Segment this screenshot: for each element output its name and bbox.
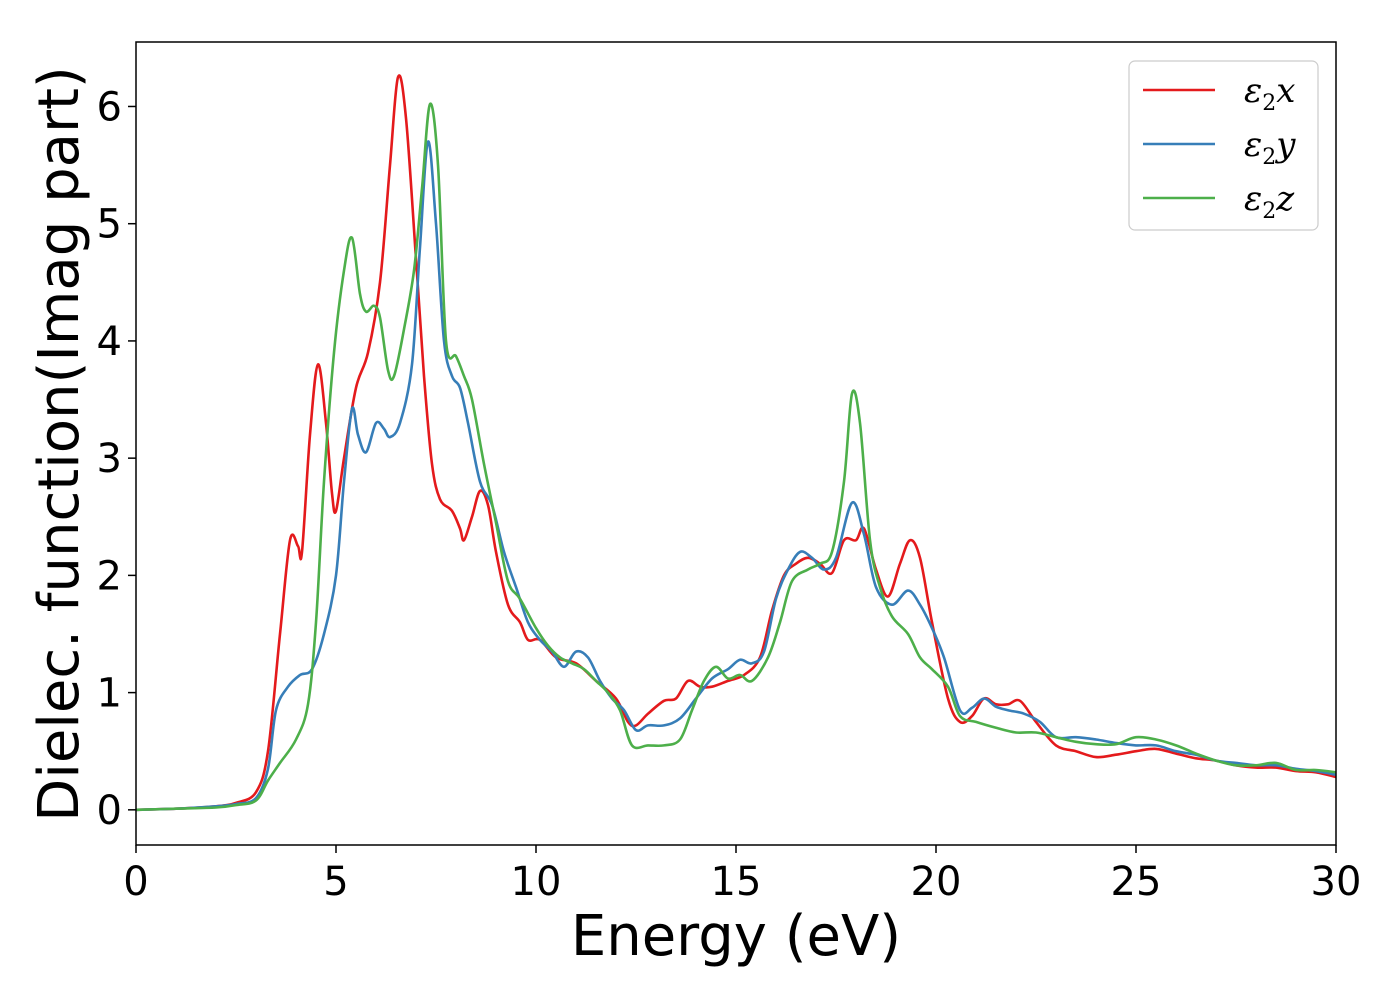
x-axis-label: Energy (eV)	[571, 904, 901, 969]
y-axis-label: Dielec. function(Imag part)	[27, 66, 92, 822]
legend-box	[1128, 60, 1319, 231]
x-tick-label: 10	[511, 859, 562, 905]
y-tick-label: 5	[97, 202, 122, 248]
y-tick-label: 2	[97, 553, 122, 599]
series-line-2	[135, 140, 1337, 812]
legend-label: ε2z	[1244, 179, 1295, 224]
y-tick-label: 3	[97, 436, 122, 482]
ticks-layer: 0 5 10 15 20 25 30 0 1 2 3 4 5 6	[97, 84, 1362, 905]
y-tick-label: 4	[97, 319, 122, 365]
series-layer	[135, 74, 1337, 812]
y-tick-label: 1	[97, 671, 122, 717]
x-tick-label: 15	[711, 859, 762, 905]
x-tick-label: 5	[323, 859, 348, 905]
x-tick-label: 20	[911, 859, 962, 905]
y-tick-label: 6	[97, 84, 122, 130]
legend: ε2x ε2y ε2z	[1128, 60, 1319, 231]
x-tick-label: 25	[1111, 859, 1162, 905]
y-tick-label: 0	[97, 788, 122, 834]
legend-label: ε2y	[1244, 125, 1296, 170]
x-tick-label: 30	[1311, 859, 1362, 905]
legend-label: ε2x	[1244, 71, 1295, 116]
series-line-3	[135, 102, 1337, 812]
x-tick-label: 0	[123, 859, 148, 905]
